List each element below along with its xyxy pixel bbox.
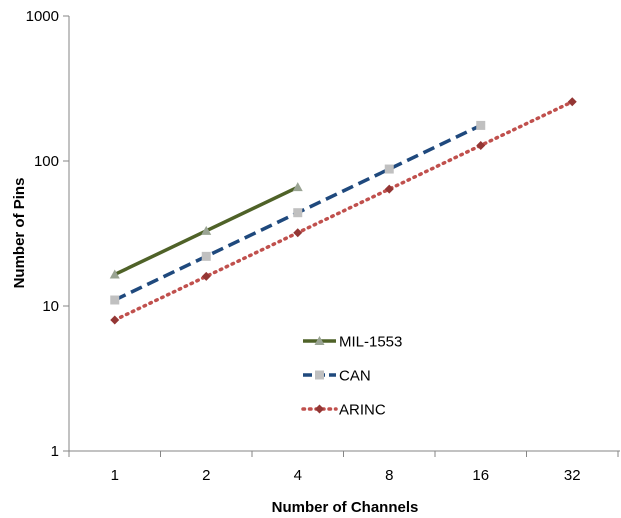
x-tick-label: 16 [472,467,489,484]
x-tick-label: 2 [202,467,210,484]
data-point-arinc [476,140,486,150]
data-point-arinc [201,271,211,281]
x-axis-ticks: 1 2 4 8 16 32 [68,451,619,484]
legend-label-arinc: ARINC [339,402,386,419]
data-point-can [476,120,486,130]
legend-label-can: CAN [339,368,371,385]
legend-marker-mil-1553 [314,336,325,345]
x-tick-label: 8 [385,467,393,484]
plot-area [68,16,620,452]
data-point-can [110,295,120,305]
y-axis-title: Number of Pins [11,178,28,289]
legend-marker-arinc [315,404,324,414]
data-point-arinc [110,315,120,325]
x-tick-label: 32 [564,467,581,484]
series-layer [109,97,577,325]
x-tick-label: 4 [294,467,302,484]
y-tick-label: 100 [34,153,59,170]
data-point-mil-1553 [109,269,120,279]
legend: MIL-1553 CAN ARINC [301,334,402,419]
y-tick-label: 10 [42,298,59,315]
x-tick-label: 1 [111,467,119,484]
x-axis-title: Number of Channels [272,499,419,516]
data-point-can [201,251,211,261]
series-line-arinc [113,100,574,322]
y-tick-label: 1000 [26,8,59,25]
data-point-arinc [293,228,303,238]
data-point-can [293,208,303,218]
legend-marker-can [315,370,324,380]
y-tick-label: 1 [51,443,59,460]
data-point-mil-1553 [201,225,212,235]
y-axis-ticks: 1 10 100 1000 [26,8,69,460]
data-point-arinc [567,97,577,107]
data-point-mil-1553 [292,182,303,192]
data-point-arinc [384,184,394,194]
data-point-can [384,164,394,174]
legend-label-mil-1553: MIL-1553 [339,334,402,351]
